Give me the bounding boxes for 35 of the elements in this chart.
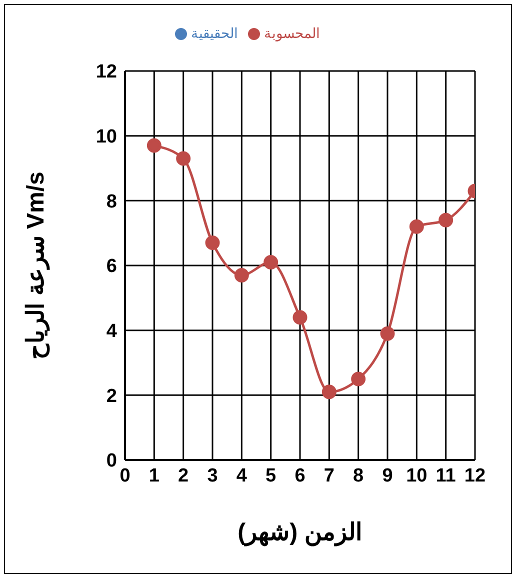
- x-tick-label: 0: [120, 465, 130, 486]
- point: [322, 384, 336, 400]
- point: [264, 255, 278, 270]
- x-tick-label: 3: [207, 465, 218, 486]
- point: [146, 138, 162, 153]
- x-tick-label: 9: [382, 465, 393, 486]
- y-tick-label: 10: [96, 126, 117, 148]
- x-tick-label: 4: [236, 465, 248, 486]
- y-axis-title: سرعة الرياح Vm/s: [22, 172, 51, 360]
- y-tick-label: 2: [106, 386, 117, 407]
- point: [176, 151, 191, 166]
- x-tick-label: 7: [324, 465, 334, 486]
- legend-label: المحسوبة: [264, 25, 320, 41]
- y-tick-label: 0: [106, 450, 117, 472]
- legend-label: الحقيقية: [191, 25, 238, 41]
- y-tick-label: 4: [106, 321, 118, 342]
- x-tick-label: 6: [294, 465, 306, 486]
- y-tick-label: 12: [96, 62, 117, 83]
- y-tick-label: 8: [106, 191, 117, 212]
- x-tick-label: 11: [436, 465, 456, 486]
- y-tick-label: 6: [106, 256, 117, 278]
- point: [234, 268, 249, 282]
- x-tick-label: 2: [178, 465, 189, 486]
- x-tick-label: 10: [406, 465, 428, 486]
- point: [438, 212, 454, 228]
- x-tick-label: 1: [148, 465, 160, 486]
- x-axis-title: الزمن (شهر): [238, 519, 362, 547]
- x-tick-label: 5: [266, 465, 277, 486]
- point: [205, 236, 220, 250]
- point: [380, 326, 395, 341]
- x-tick-label: 12: [464, 465, 486, 486]
- point: [351, 372, 366, 386]
- x-tick-label: 8: [353, 465, 364, 486]
- point: [292, 310, 308, 325]
- point: [409, 219, 424, 234]
